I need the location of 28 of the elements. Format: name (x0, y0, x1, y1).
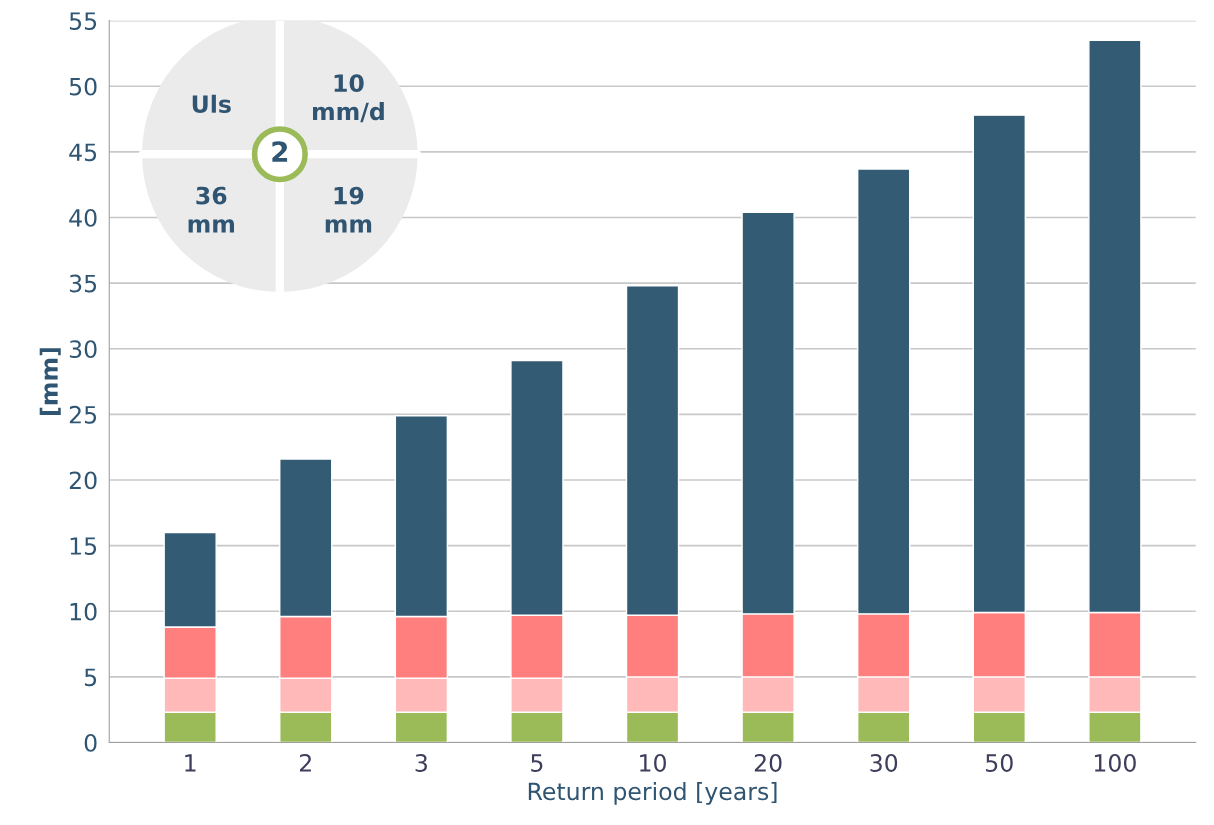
annotation: 2 (272, 141, 288, 162)
annotation: 36 mm (188, 186, 234, 233)
y-tick-label: 20 (69, 471, 97, 490)
x-tick-label: 50 (986, 754, 1013, 772)
y-tick-label: 10 (70, 602, 97, 621)
x-tick-label: 3 (415, 754, 427, 772)
y-tick-label: 25 (69, 405, 97, 424)
y-tick-label: 40 (69, 208, 97, 227)
x-tick-label: 10 (640, 754, 666, 772)
x-tick-label: 100 (1094, 754, 1136, 772)
annotation: Uls (192, 94, 231, 114)
x-tick-label: 30 (870, 754, 898, 772)
y-tick-label: 35 (69, 274, 97, 293)
y-tick-label: 55 (69, 12, 97, 30)
y-axis-title: [mm] (39, 348, 61, 415)
x-axis-title: Return period [years] (528, 782, 777, 805)
x-tick-label: 20 (754, 754, 782, 772)
annotation: 10 mm/d (313, 74, 384, 123)
y-tick-label: 5 (84, 668, 97, 687)
y-tick-label: 45 (69, 143, 97, 162)
y-tick-label: 15 (70, 537, 97, 555)
x-tick-label: 1 (185, 754, 196, 772)
y-tick-label: 50 (69, 77, 97, 96)
annotation: 19 mm (325, 186, 372, 233)
x-tick-label: 5 (531, 754, 543, 772)
x-tick-label: 2 (299, 754, 311, 772)
y-tick-label: 30 (69, 340, 97, 359)
y-tick-label: 0 (84, 733, 97, 752)
